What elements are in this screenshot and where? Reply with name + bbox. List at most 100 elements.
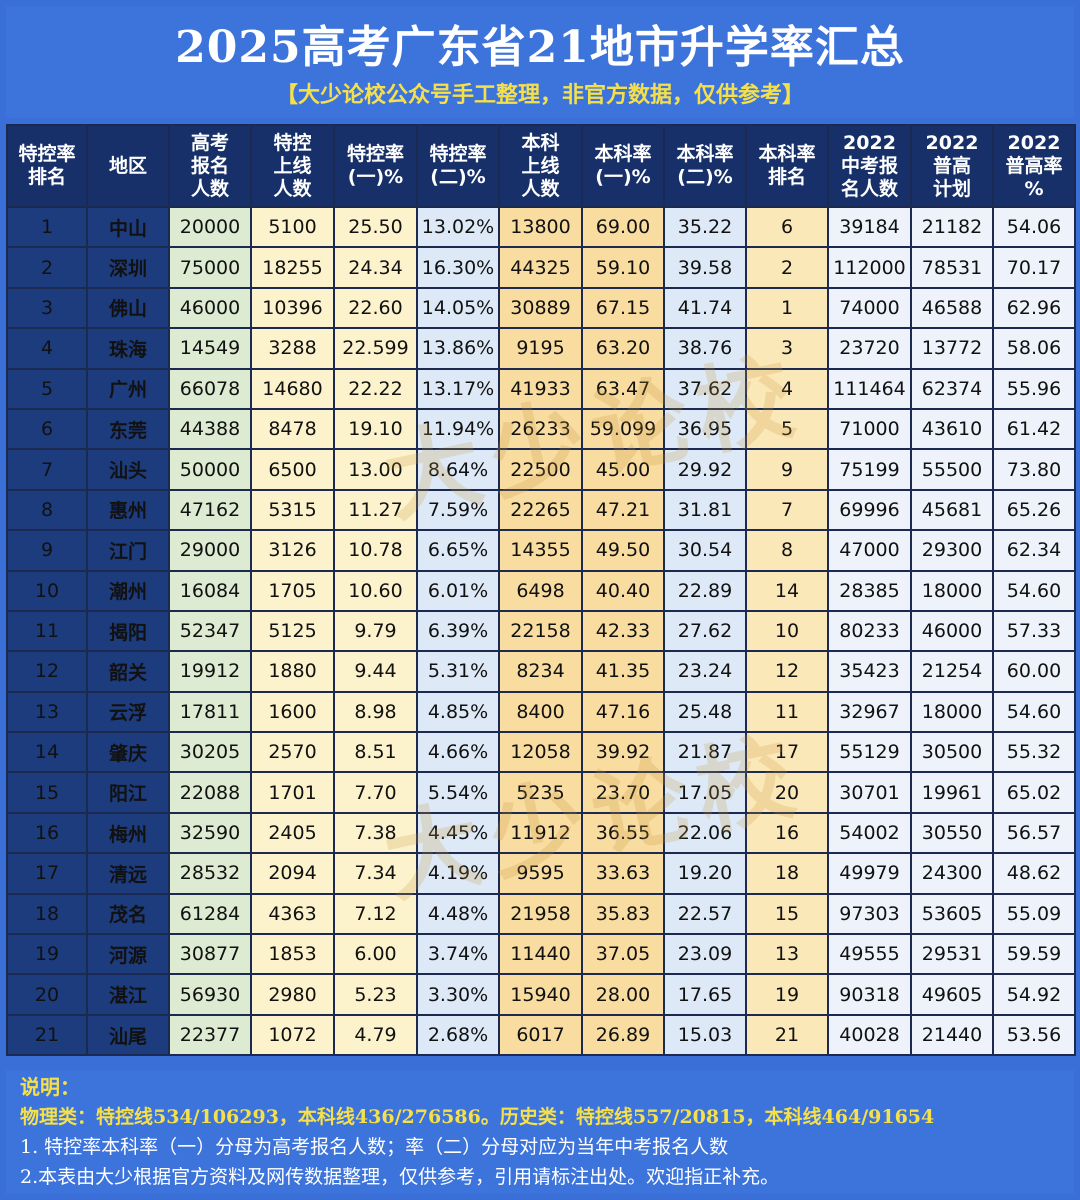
tekong-rate-2-cell: 7.59% <box>416 488 500 532</box>
pugao-rate-cell: 73.80 <box>992 448 1076 491</box>
tekong-rate-2-cell: 3.74% <box>416 933 500 976</box>
pugao-rate-cell: 60.00 <box>992 650 1076 693</box>
zhongkao-applicants-cell: 74000 <box>827 286 912 330</box>
tekong-rate-1-cell: 11.27 <box>333 488 418 532</box>
pugao-plan-cell: 18000 <box>910 690 994 734</box>
zhongkao-applicants-cell: 28385 <box>827 569 912 612</box>
tekong-rate-2-cell: 4.45% <box>416 811 500 855</box>
benke-passed-cell: 9195 <box>498 327 583 370</box>
pugao-rate-cell: 54.06 <box>992 205 1076 249</box>
zhongkao-applicants-cell: 40028 <box>827 1013 912 1057</box>
region-cell: 东莞 <box>86 407 170 451</box>
tekong-rate-1-cell: 6.00 <box>333 933 418 976</box>
tekong-passed-cell: 5315 <box>250 488 335 532</box>
table-row: 11 揭阳 52347 5125 9.79 6.39% 22158 42.33 27.62 10 8… <box>6 609 1076 653</box>
pugao-plan-cell: 45681 <box>910 488 994 532</box>
rank-cell: 15 <box>6 771 88 814</box>
header: 2025高考广东省21地市升学率汇总 【大少论校公众号手工整理，非官方数据，仅供… <box>6 6 1074 118</box>
region-cell: 汕头 <box>86 448 170 491</box>
benke-rank-cell: 15 <box>745 892 829 936</box>
table-row: 12 韶关 19912 1880 9.44 5.31% 8234 41.35 23.24 12 35… <box>6 650 1076 693</box>
rank-cell: 5 <box>6 367 88 410</box>
benke-rank-cell: 17 <box>745 731 829 774</box>
benke-rate-2-cell: 30.54 <box>663 529 747 572</box>
tekong-rate-2-cell: 2.68% <box>416 1013 500 1057</box>
pugao-plan-cell: 21440 <box>910 1013 994 1057</box>
rank-cell: 14 <box>6 731 88 774</box>
benke-passed-cell: 22500 <box>498 448 583 491</box>
zhongkao-applicants-cell: 35423 <box>827 650 912 693</box>
region-cell: 中山 <box>86 205 170 249</box>
benke-rate-2-cell: 25.48 <box>663 690 747 734</box>
gaokao-applicants-cell: 22377 <box>168 1013 252 1057</box>
benke-rate-1-cell: 41.35 <box>581 650 665 693</box>
rank-cell: 11 <box>6 609 88 653</box>
header-tekong-rate-2: 特控率 (二)% <box>416 124 500 208</box>
header-region: 地区 <box>86 124 170 208</box>
tekong-rate-1-cell: 9.79 <box>333 609 418 653</box>
region-cell: 梅州 <box>86 811 170 855</box>
pugao-rate-cell: 61.42 <box>992 407 1076 451</box>
rank-cell: 1 <box>6 205 88 249</box>
benke-passed-cell: 44325 <box>498 246 583 289</box>
benke-rate-1-cell: 36.55 <box>581 811 665 855</box>
header-pugao-plan: 2022 普高 计划 <box>910 124 994 208</box>
table-row: 7 汕头 50000 6500 13.00 8.64% 22500 45.00 29.92 9 75… <box>6 448 1076 491</box>
header-tekong-rate-1: 特控率 (一)% <box>333 124 418 208</box>
pugao-plan-cell: 24300 <box>910 852 994 895</box>
zhongkao-applicants-cell: 23720 <box>827 327 912 370</box>
tekong-rate-2-cell: 4.48% <box>416 892 500 936</box>
benke-passed-cell: 26233 <box>498 407 583 451</box>
benke-rank-cell: 9 <box>745 448 829 491</box>
table-row: 19 河源 30877 1853 6.00 3.74% 11440 37.05 23.09 13 4… <box>6 933 1076 976</box>
benke-rate-2-cell: 29.92 <box>663 448 747 491</box>
benke-rate-1-cell: 47.16 <box>581 690 665 734</box>
tekong-rate-1-cell: 4.79 <box>333 1013 418 1057</box>
benke-rate-2-cell: 19.20 <box>663 852 747 895</box>
table-row: 13 云浮 17811 1600 8.98 4.85% 8400 47.16 25.48 11 32… <box>6 690 1076 734</box>
benke-passed-cell: 12058 <box>498 731 583 774</box>
pugao-rate-cell: 65.02 <box>992 771 1076 814</box>
benke-rank-cell: 12 <box>745 650 829 693</box>
benke-passed-cell: 15940 <box>498 973 583 1016</box>
tekong-passed-cell: 8478 <box>250 407 335 451</box>
tekong-rate-2-cell: 3.30% <box>416 973 500 1016</box>
benke-rank-cell: 5 <box>745 407 829 451</box>
tekong-passed-cell: 1853 <box>250 933 335 976</box>
gaokao-applicants-cell: 47162 <box>168 488 252 532</box>
pugao-rate-cell: 57.33 <box>992 609 1076 653</box>
pugao-plan-cell: 21254 <box>910 650 994 693</box>
pugao-rate-cell: 65.26 <box>992 488 1076 532</box>
pugao-plan-cell: 29300 <box>910 529 994 572</box>
benke-passed-cell: 21958 <box>498 892 583 936</box>
tekong-passed-cell: 2570 <box>250 731 335 774</box>
table-row: 16 梅州 32590 2405 7.38 4.45% 11912 36.55 22.06 16 5… <box>6 811 1076 855</box>
zhongkao-applicants-cell: 54002 <box>827 811 912 855</box>
table-row: 9 江门 29000 3126 10.78 6.65% 14355 49.50 30.54 8 47… <box>6 529 1076 572</box>
tekong-rate-1-cell: 5.23 <box>333 973 418 1016</box>
benke-rate-2-cell: 39.58 <box>663 246 747 289</box>
benke-rate-1-cell: 23.70 <box>581 771 665 814</box>
region-cell: 深圳 <box>86 246 170 289</box>
tekong-rate-2-cell: 14.05% <box>416 286 500 330</box>
tekong-passed-cell: 6500 <box>250 448 335 491</box>
table-row: 4 珠海 14549 3288 22.599 13.86% 9195 63.20 38.76 3 2… <box>6 327 1076 370</box>
tekong-passed-cell: 5100 <box>250 205 335 249</box>
zhongkao-applicants-cell: 39184 <box>827 205 912 249</box>
zhongkao-applicants-cell: 75199 <box>827 448 912 491</box>
tekong-rate-2-cell: 13.02% <box>416 205 500 249</box>
region-cell: 河源 <box>86 933 170 976</box>
pugao-plan-cell: 53605 <box>910 892 994 936</box>
gaokao-applicants-cell: 30205 <box>168 731 252 774</box>
benke-passed-cell: 22158 <box>498 609 583 653</box>
header-rank: 特控率 排名 <box>6 124 88 208</box>
benke-passed-cell: 11912 <box>498 811 583 855</box>
region-cell: 江门 <box>86 529 170 572</box>
notes-heading: 说明： <box>20 1075 80 1099</box>
tekong-rate-1-cell: 8.51 <box>333 731 418 774</box>
benke-rank-cell: 7 <box>745 488 829 532</box>
tekong-rate-1-cell: 13.00 <box>333 448 418 491</box>
pugao-plan-cell: 49605 <box>910 973 994 1016</box>
table-row: 10 潮州 16084 1705 10.60 6.01% 6498 40.40 22.89 14 2… <box>6 569 1076 612</box>
tekong-rate-2-cell: 5.54% <box>416 771 500 814</box>
